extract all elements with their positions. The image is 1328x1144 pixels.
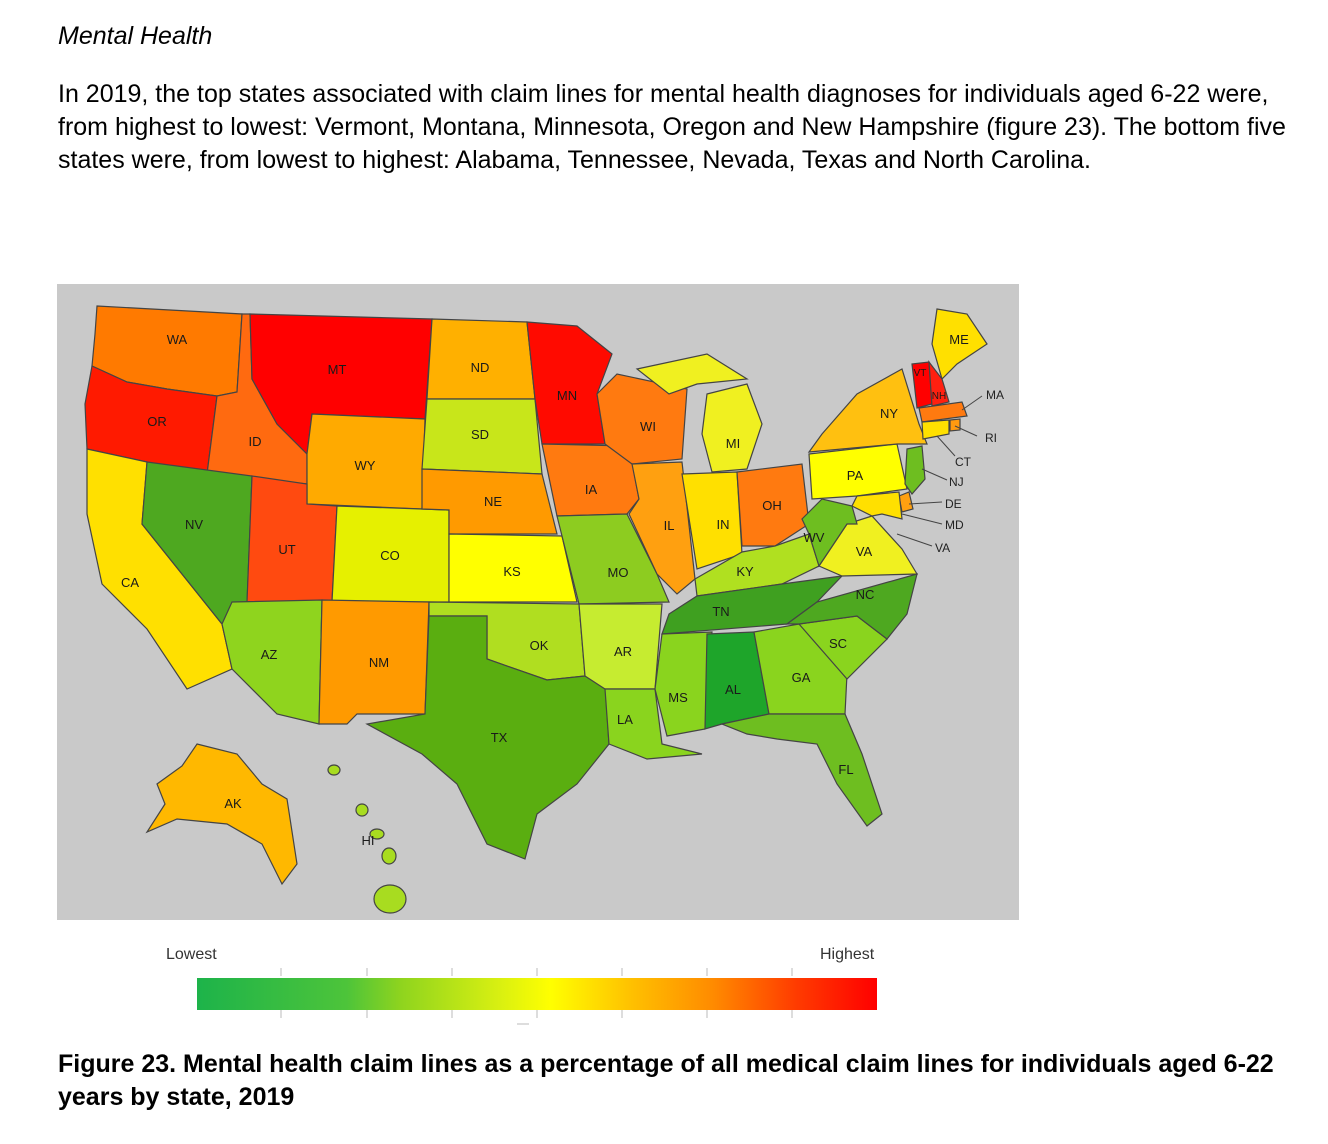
- state-mo: [556, 513, 670, 605]
- label-wv: WV: [804, 530, 825, 545]
- state-ga: [753, 623, 848, 715]
- label-oh: OH: [762, 498, 782, 513]
- state-me: [931, 308, 988, 381]
- label-va-callout: VA: [935, 541, 950, 555]
- state-nc: [785, 573, 918, 640]
- state-tx: [365, 615, 610, 860]
- state-mi: [635, 353, 763, 473]
- state-nd: [426, 318, 536, 400]
- label-or: OR: [147, 414, 167, 429]
- legend-lowest-label: Lowest: [166, 946, 217, 963]
- label-ms: MS: [668, 690, 688, 705]
- label-sc: SC: [829, 636, 847, 651]
- label-tn: TN: [712, 604, 729, 619]
- state-md: [851, 491, 903, 520]
- intro-paragraph: In 2019, the top states associated with …: [58, 80, 1286, 174]
- label-la: LA: [617, 712, 633, 727]
- state-hi-island-1: [327, 764, 341, 776]
- label-wi: WI: [640, 419, 656, 434]
- label-id: ID: [249, 434, 262, 449]
- state-ak: [145, 743, 298, 886]
- state-tn: [661, 575, 844, 635]
- state-ma: [918, 401, 968, 423]
- label-pa: PA: [847, 468, 864, 483]
- state-hi-island-4: [381, 847, 397, 865]
- label-az: AZ: [261, 647, 278, 662]
- label-mo: MO: [608, 565, 629, 580]
- label-co: CO: [380, 548, 400, 563]
- state-hi-island-2: [355, 803, 369, 817]
- label-mt: MT: [328, 362, 347, 377]
- label-nj: NJ: [949, 475, 964, 489]
- label-ct: CT: [955, 455, 972, 469]
- label-wy: WY: [355, 458, 376, 473]
- label-ak: AK: [224, 796, 242, 811]
- legend-highest-label: Highest: [820, 946, 875, 963]
- label-mn: MN: [557, 388, 577, 403]
- label-ut: UT: [278, 542, 295, 557]
- label-sd: SD: [471, 427, 489, 442]
- state-ms: [654, 631, 713, 737]
- label-ks: KS: [503, 564, 521, 579]
- label-ar: AR: [614, 644, 632, 659]
- label-fl: FL: [838, 762, 853, 777]
- label-va: VA: [856, 544, 873, 559]
- label-ia: IA: [585, 482, 598, 497]
- state-ny: [807, 368, 928, 453]
- state-oh: [736, 463, 810, 547]
- label-nv: NV: [185, 517, 203, 532]
- label-nh: NH: [932, 391, 946, 402]
- label-ri: RI: [985, 431, 997, 445]
- state-mn: [526, 321, 613, 445]
- label-de: DE: [945, 497, 962, 511]
- map-svg: WA OR CA ID NV MT WY UT AZ CO NM ND SD N…: [84, 305, 1004, 914]
- label-mi: MI: [726, 436, 740, 451]
- label-tx: TX: [491, 730, 508, 745]
- label-nd: ND: [471, 360, 490, 375]
- legend-color-scale: [197, 978, 877, 1010]
- state-ks: [448, 533, 578, 603]
- label-hi: HI: [362, 833, 375, 848]
- label-ky: KY: [736, 564, 754, 579]
- state-hi-island-3: [369, 828, 385, 840]
- state-nj: [904, 445, 926, 495]
- label-wa: WA: [167, 332, 188, 347]
- northeast-callouts: [896, 395, 983, 547]
- state-ri: [949, 418, 961, 432]
- label-nc: NC: [856, 587, 875, 602]
- label-me: ME: [949, 332, 969, 347]
- state-wi: [596, 373, 688, 465]
- label-il: IL: [664, 518, 675, 533]
- state-fl: [719, 713, 883, 827]
- us-choropleth-map: WA OR CA ID NV MT WY UT AZ CO NM ND SD N…: [57, 284, 1019, 920]
- label-ne: NE: [484, 494, 502, 509]
- label-ny: NY: [880, 406, 898, 421]
- label-in: IN: [717, 517, 730, 532]
- state-hi-island-5: [373, 884, 407, 914]
- state-nh: [928, 360, 950, 407]
- state-wv: [801, 498, 858, 568]
- label-al: AL: [725, 682, 741, 697]
- label-ok: OK: [530, 638, 549, 653]
- legend-ticks: [280, 968, 793, 1025]
- label-ma: MA: [986, 388, 1004, 402]
- label-vt: VT: [914, 368, 927, 379]
- figure-caption: Figure 23. Mental health claim lines as …: [58, 1050, 1274, 1111]
- label-nm: NM: [369, 655, 389, 670]
- label-md: MD: [945, 518, 964, 532]
- label-ca: CA: [121, 575, 139, 590]
- label-ga: GA: [792, 670, 811, 685]
- state-az: [221, 599, 323, 725]
- section-title: Mental Health: [58, 22, 213, 50]
- state-ct: [921, 419, 950, 440]
